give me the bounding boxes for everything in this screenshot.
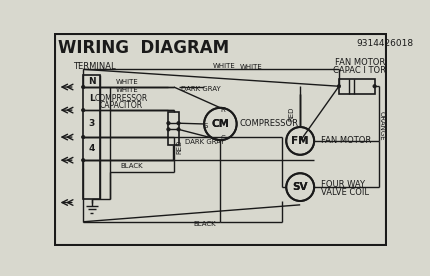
Bar: [339, 79, 375, 94]
Circle shape: [167, 128, 170, 131]
Text: DARK GRAY: DARK GRAY: [185, 139, 225, 145]
Text: COMPRESSOR: COMPRESSOR: [240, 120, 299, 129]
Text: WIRING  DIAGRAM: WIRING DIAGRAM: [58, 39, 229, 57]
Text: DARK GRAY: DARK GRAY: [181, 86, 221, 92]
Text: WHITE: WHITE: [240, 64, 263, 70]
Circle shape: [177, 121, 180, 125]
Circle shape: [82, 85, 85, 89]
Text: SV: SV: [292, 182, 308, 192]
Text: VALVE COIL: VALVE COIL: [321, 188, 369, 197]
Text: WHITE: WHITE: [213, 63, 236, 69]
Circle shape: [82, 158, 85, 162]
Text: L: L: [89, 94, 95, 103]
Text: COMPRESSOR: COMPRESSOR: [95, 94, 148, 103]
Text: WHITE: WHITE: [116, 87, 139, 93]
Text: FAN MOTOR: FAN MOTOR: [321, 136, 372, 145]
Text: WHITE: WHITE: [116, 79, 139, 85]
Text: FOUR WAY: FOUR WAY: [321, 180, 365, 189]
Text: 3: 3: [89, 119, 95, 128]
Text: RED: RED: [177, 140, 183, 154]
Text: BLACK: BLACK: [194, 221, 216, 227]
Text: FM: FM: [292, 136, 309, 146]
Circle shape: [337, 84, 341, 88]
Circle shape: [177, 128, 180, 131]
Circle shape: [82, 135, 85, 139]
Text: TERMINAL: TERMINAL: [74, 62, 116, 71]
Text: SV: SV: [292, 182, 308, 192]
Text: CM: CM: [212, 119, 229, 129]
Bar: [169, 112, 178, 145]
Text: ORANGE: ORANGE: [378, 111, 384, 140]
Text: 4: 4: [89, 144, 95, 153]
Text: 9314426018: 9314426018: [356, 39, 413, 48]
Circle shape: [167, 121, 170, 125]
Bar: [83, 75, 100, 199]
Text: FM: FM: [292, 136, 309, 146]
Circle shape: [82, 108, 85, 112]
Text: CAPAC I TOR: CAPAC I TOR: [333, 66, 387, 75]
Text: CM: CM: [212, 119, 229, 129]
Text: BLACK: BLACK: [120, 163, 143, 169]
Circle shape: [373, 84, 376, 88]
Text: CAPACITOR: CAPACITOR: [100, 101, 143, 110]
Text: N: N: [88, 77, 95, 86]
Text: R: R: [220, 107, 225, 113]
Text: FAN MOTOR: FAN MOTOR: [335, 58, 385, 67]
Text: C: C: [220, 135, 225, 141]
Text: S: S: [203, 123, 208, 129]
Text: RED: RED: [289, 107, 295, 121]
